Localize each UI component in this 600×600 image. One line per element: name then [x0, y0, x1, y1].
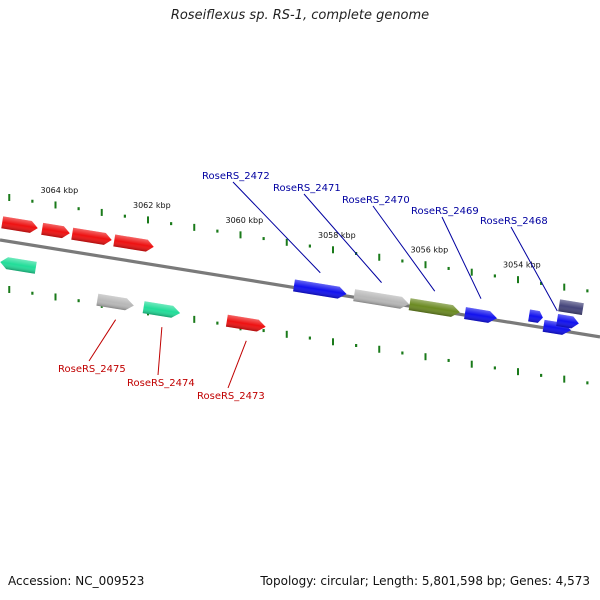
label-leader-lines: [88, 181, 558, 389]
scale-labels: 3064 kbp 3062 kbp 3060 kbp 3058 kbp 3056 kbp…: [41, 186, 541, 270]
gene-arrow[interactable]: [1, 216, 38, 234]
leader-line: [232, 181, 321, 274]
scale-label: 3054 kbp: [503, 261, 541, 270]
accession-text: Accession: NC_009523: [8, 574, 145, 588]
gene-label-rosers-2472[interactable]: RoseRS_2472: [202, 171, 270, 182]
gene-label-rosers-2470[interactable]: RoseRS_2470: [342, 195, 410, 206]
gene-arrows: [0, 216, 584, 335]
scale-label: 3056 kbp: [411, 246, 449, 255]
gene-arrow-rosers-2475[interactable]: [96, 293, 134, 312]
scale-label: 3058 kbp: [318, 231, 356, 240]
genome-summary: Topology: circular; Length: 5,801,598 bp…: [260, 574, 590, 588]
gene-label-rosers-2475[interactable]: RoseRS_2475: [58, 364, 126, 375]
gene-arrow[interactable]: [528, 309, 544, 324]
gene-label-rosers-2473[interactable]: RoseRS_2473: [197, 391, 265, 402]
scale-label: 3064 kbp: [41, 186, 79, 195]
gene-label-rosers-2471[interactable]: RoseRS_2471: [273, 183, 341, 194]
gene-arrow-rosers-2470[interactable]: [408, 298, 461, 318]
gene-labels: RoseRS_2468RoseRS_2469RoseRS_2470RoseRS_…: [58, 171, 548, 402]
leader-line: [441, 216, 482, 299]
gene-arrow-rosers-2471[interactable]: [353, 289, 410, 310]
leader-line: [510, 226, 558, 312]
scale-label: 3060 kbp: [226, 216, 264, 225]
gene-arrow-rosers-2474[interactable]: [142, 301, 181, 319]
gene-label-rosers-2469[interactable]: RoseRS_2469: [411, 206, 479, 217]
gene-arrow[interactable]: [41, 222, 71, 239]
leader-line: [227, 340, 247, 389]
gene-arrow[interactable]: [0, 256, 37, 274]
gene-label-rosers-2468[interactable]: RoseRS_2468: [480, 216, 548, 227]
leader-line: [88, 319, 117, 362]
leader-line: [303, 193, 382, 283]
gene-arrow[interactable]: [71, 227, 112, 246]
gene-arrow-rosers-2473[interactable]: [225, 314, 267, 333]
leader-line: [157, 327, 163, 376]
gene-arrow[interactable]: [113, 234, 154, 253]
scale-label: 3062 kbp: [133, 201, 171, 210]
map-title: Roseiflexus sp. RS-1, complete genome: [170, 8, 430, 23]
upper-scale-ticks: [8, 193, 589, 293]
gene-arrow[interactable]: [556, 314, 580, 329]
gene-label-rosers-2474[interactable]: RoseRS_2474: [127, 378, 195, 389]
gene-arrow-rosers-2472[interactable]: [293, 279, 347, 300]
gene-arrow[interactable]: [558, 299, 584, 316]
gene-arrow-rosers-2469[interactable]: [464, 307, 498, 324]
leader-line: [372, 205, 436, 292]
